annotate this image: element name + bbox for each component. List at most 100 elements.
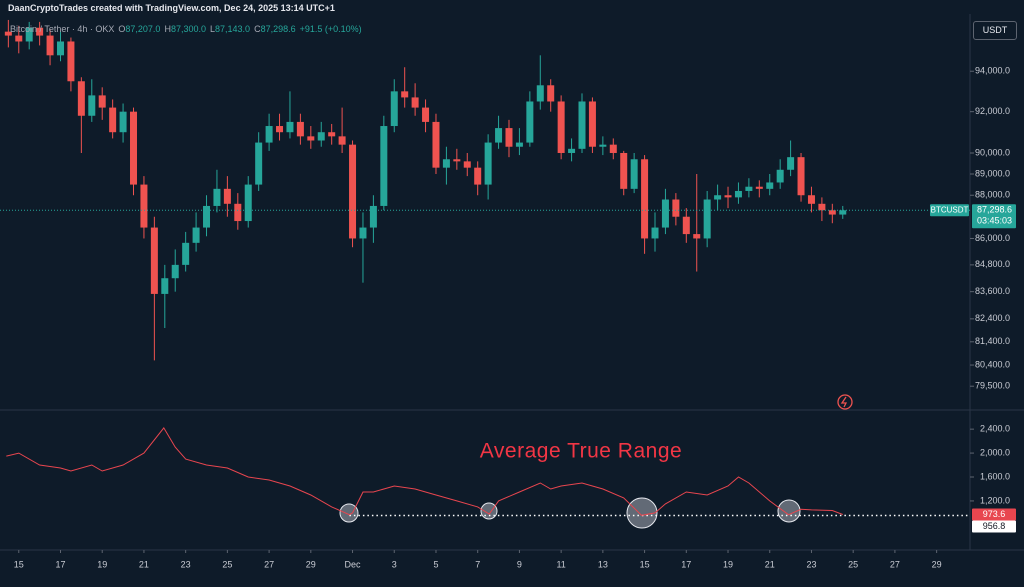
x-tick-label: 19 — [723, 559, 733, 569]
last-value-label: 973.6 — [983, 509, 1006, 519]
x-tick-label: Dec — [345, 559, 362, 569]
candle-body — [56, 41, 64, 56]
x-tick-label: 25 — [222, 559, 232, 569]
candle-body — [25, 27, 33, 42]
candle-body — [515, 142, 523, 147]
candle-body — [651, 227, 659, 239]
candle-body — [109, 107, 117, 133]
candle-body — [296, 121, 304, 137]
candle-body — [609, 144, 617, 153]
y-tick-label: 2,000.0 — [980, 447, 1010, 457]
ohlc-value: 87,300.0 — [170, 24, 206, 34]
candle-body — [526, 101, 534, 143]
candle-body — [463, 161, 471, 168]
candle-body — [244, 184, 252, 222]
candle-body — [276, 126, 284, 133]
candle-body — [119, 111, 127, 133]
candle-body — [828, 210, 836, 215]
candle-body — [67, 41, 75, 82]
highlight-circle — [777, 499, 801, 523]
x-tick-label: 27 — [264, 559, 274, 569]
y-tick-label: 89,000.0 — [975, 168, 1010, 178]
x-tick-label: 13 — [598, 559, 608, 569]
candle-body — [15, 35, 23, 42]
candle-body — [661, 199, 669, 228]
chart-source: DaanCryptoTrades created with TradingVie… — [8, 3, 335, 13]
ohlc-label: C — [254, 24, 261, 34]
x-tick-label: 29 — [306, 559, 316, 569]
candle-body — [547, 85, 555, 102]
candle-body — [223, 188, 231, 204]
candle-body — [588, 101, 596, 147]
candle-body — [171, 264, 179, 279]
candle-body — [620, 152, 628, 189]
y-tick-label: 81,400.0 — [975, 336, 1010, 346]
candle-body — [161, 278, 169, 294]
y-tick-label: 88,000.0 — [975, 190, 1010, 200]
x-tick-label: 25 — [848, 559, 858, 569]
candle-body — [714, 195, 722, 200]
currency-button[interactable]: USDT — [973, 21, 1017, 40]
candle-body — [797, 157, 805, 196]
ohlc-value: 87,298.6 — [260, 24, 296, 34]
atr-annotation: Average True Range — [480, 440, 682, 463]
y-tick-label: 84,800.0 — [975, 259, 1010, 269]
candle-body — [599, 144, 607, 147]
candle-body — [839, 210, 847, 215]
x-tick-label: 5 — [433, 559, 438, 569]
event-icon[interactable] — [837, 394, 853, 410]
candle-body — [192, 227, 200, 243]
ohlc-item: O87,207.0 — [118, 24, 160, 34]
candle-body — [693, 234, 701, 239]
x-tick-label: 21 — [139, 559, 149, 569]
candle-body — [766, 182, 774, 189]
candle-body — [703, 199, 711, 239]
highlight-circle — [626, 497, 658, 529]
candle-body — [787, 157, 795, 170]
candle-body — [255, 142, 263, 185]
atr-line — [6, 427, 843, 516]
y-tick-label: 92,000.0 — [975, 106, 1010, 116]
change: +91.5 (+0.10%) — [299, 24, 362, 34]
ohlc-value: 87,143.0 — [215, 24, 251, 34]
candle-body — [818, 203, 826, 211]
candle-body — [4, 31, 12, 36]
candle-body — [495, 128, 503, 143]
candle-body — [328, 132, 336, 137]
candle-body — [130, 111, 138, 185]
candle-body — [46, 35, 54, 56]
x-tick-label: 7 — [475, 559, 480, 569]
candle-body — [380, 126, 388, 206]
candle-body — [672, 199, 680, 217]
y-tick-label: 79,500.0 — [975, 381, 1010, 391]
ohlc-label: O — [118, 24, 126, 34]
candle-body — [234, 203, 242, 222]
y-tick-label: 94,000.0 — [975, 66, 1010, 76]
candle-body — [359, 227, 367, 239]
y-tick-label: 80,400.0 — [975, 359, 1010, 369]
price-pane: 94,000.0 92,000.0 90,000.0 89,000.0 88,000.0… — [0, 19, 1016, 391]
level-label: 956.8 — [983, 521, 1006, 531]
last-price-tag — [972, 204, 1016, 229]
highlight-circle — [339, 503, 359, 523]
candle-body — [390, 91, 398, 127]
candle-body — [536, 85, 544, 102]
x-tick-label: 9 — [517, 559, 522, 569]
candle-body — [630, 159, 638, 189]
candle-body — [432, 121, 440, 168]
candle-body — [203, 205, 211, 228]
last-price-label: 87,298.6 — [977, 205, 1012, 215]
candle-body — [474, 167, 482, 185]
ohlc-item: L87,143.0 — [210, 24, 250, 34]
candle-body — [505, 128, 513, 147]
y-tick-label: 90,000.0 — [975, 147, 1010, 157]
candle-body — [307, 136, 315, 141]
symbol-tag — [930, 204, 969, 217]
y-tick-label: 1,200.0 — [980, 495, 1010, 505]
candle-body — [682, 216, 690, 235]
x-tick-label: 17 — [55, 559, 65, 569]
candle-body — [422, 107, 430, 122]
candle-body — [98, 95, 106, 108]
